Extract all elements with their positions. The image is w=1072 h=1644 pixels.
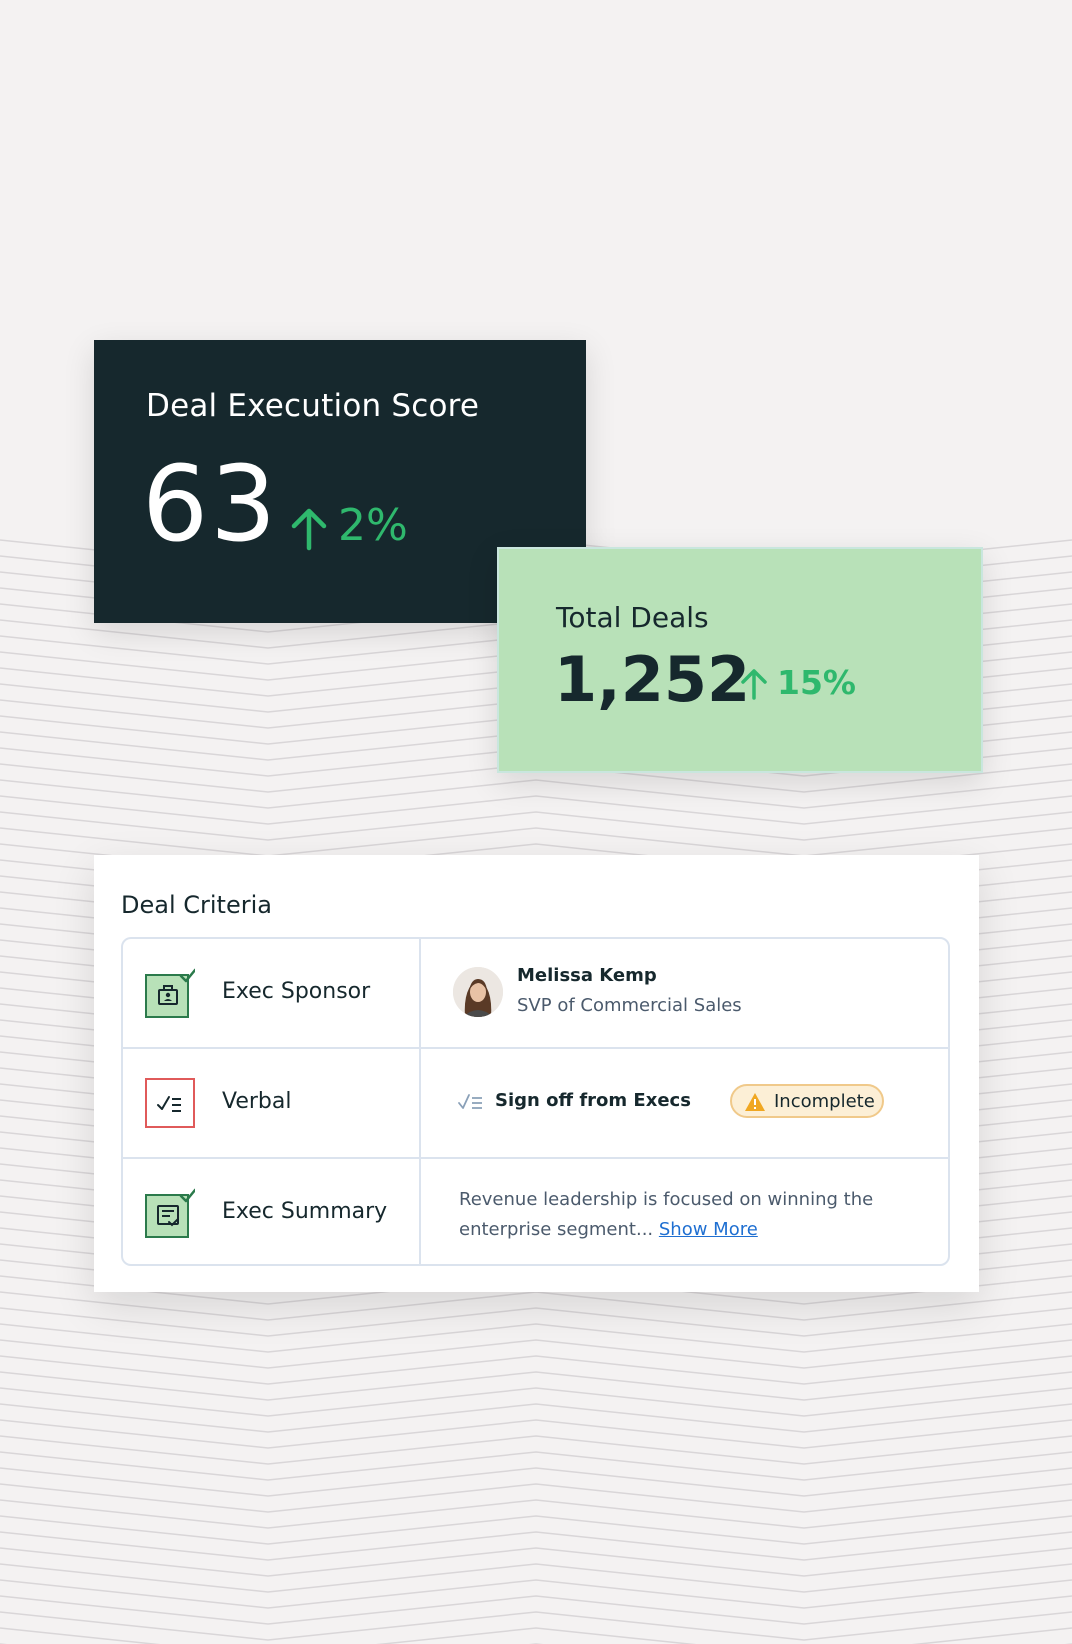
criteria-label: Exec Sponsor	[222, 979, 371, 1004]
sponsor-role: SVP of Commercial Sales	[517, 995, 742, 1016]
score-value: 63	[142, 443, 279, 565]
checklist-icon	[145, 1078, 195, 1128]
arrow-up-icon	[741, 669, 767, 700]
deal-execution-score-card: Deal Execution Score 63 2%	[94, 340, 586, 623]
avatar	[453, 967, 503, 1017]
deal-criteria-panel: Deal Criteria Exec Sponsor	[94, 855, 979, 1292]
criteria-label: Exec Summary	[222, 1199, 388, 1224]
criteria-table: Exec Sponsor Melissa Kemp SVP of Commerc…	[121, 937, 950, 1266]
sponsor-name: Melissa Kemp	[517, 965, 657, 986]
score-change: 2%	[338, 500, 408, 551]
checklist-icon	[458, 1094, 482, 1109]
deals-card-title: Total Deals	[556, 601, 709, 634]
status-badge-label: Incomplete	[774, 1091, 875, 1112]
criteria-row-exec-sponsor[interactable]: Exec Sponsor Melissa Kemp SVP of Commerc…	[123, 939, 948, 1047]
warning-icon	[745, 1093, 765, 1111]
summary-text: Revenue leadership is focused on winning…	[459, 1185, 929, 1245]
arrow-up-icon	[291, 508, 327, 551]
column-divider	[419, 939, 421, 1264]
show-more-link[interactable]: Show More	[658, 1219, 758, 1240]
total-deals-card: Total Deals 1,252 15%	[497, 547, 983, 773]
criteria-row-exec-summary[interactable]: Exec Summary Revenue leadership is focus…	[123, 1157, 948, 1266]
criteria-label: Verbal	[222, 1089, 292, 1114]
summary-body: Revenue leadership is focused on winning…	[459, 1189, 874, 1240]
deals-value: 1,252	[554, 643, 751, 716]
criteria-title: Deal Criteria	[121, 891, 272, 919]
score-card-title: Deal Execution Score	[146, 388, 480, 424]
badge-check-icon	[145, 968, 195, 1018]
deals-change: 15%	[777, 663, 856, 702]
verbal-detail: Sign off from Execs	[495, 1090, 691, 1111]
criteria-row-verbal[interactable]: Verbal Sign off from Execs Incomplete	[123, 1047, 948, 1157]
status-badge: Incomplete	[730, 1084, 884, 1118]
document-check-icon	[145, 1188, 195, 1238]
